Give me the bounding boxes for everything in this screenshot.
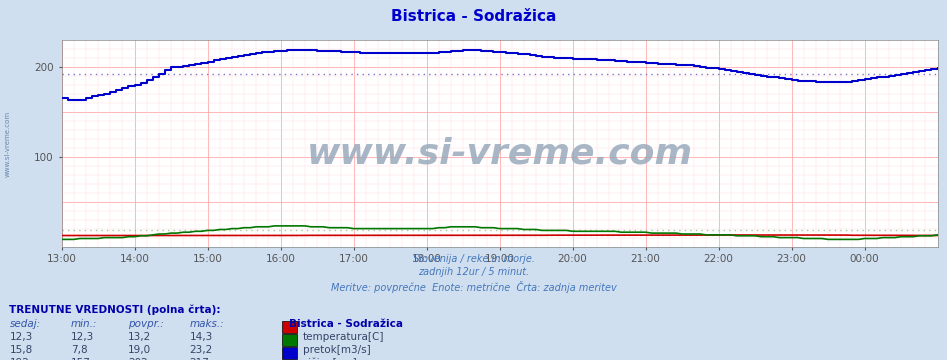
- Text: www.si-vreme.com: www.si-vreme.com: [5, 111, 10, 177]
- Text: višina[cm]: višina[cm]: [303, 358, 358, 360]
- Text: 23,2: 23,2: [189, 345, 213, 355]
- Text: 12,3: 12,3: [9, 332, 33, 342]
- Text: 15,8: 15,8: [9, 345, 33, 355]
- Text: maks.:: maks.:: [189, 319, 224, 329]
- Text: 19,0: 19,0: [128, 345, 151, 355]
- Text: 157: 157: [71, 358, 91, 360]
- Text: Meritve: povprečne  Enote: metrične  Črta: zadnja meritev: Meritve: povprečne Enote: metrične Črta:…: [331, 281, 616, 293]
- Text: 14,3: 14,3: [189, 332, 213, 342]
- Text: 217: 217: [189, 358, 209, 360]
- Text: 202: 202: [128, 358, 148, 360]
- Text: 7,8: 7,8: [71, 345, 88, 355]
- Text: min.:: min.:: [71, 319, 98, 329]
- Text: sedaj:: sedaj:: [9, 319, 41, 329]
- Text: pretok[m3/s]: pretok[m3/s]: [303, 345, 371, 355]
- Text: Bistrica - Sodražica: Bistrica - Sodražica: [289, 319, 402, 329]
- Text: www.si-vreme.com: www.si-vreme.com: [307, 136, 692, 170]
- Text: 12,3: 12,3: [71, 332, 95, 342]
- Text: 13,2: 13,2: [128, 332, 152, 342]
- Text: 192: 192: [9, 358, 29, 360]
- Text: zadnjih 12ur / 5 minut.: zadnjih 12ur / 5 minut.: [418, 267, 529, 278]
- Text: TRENUTNE VREDNOSTI (polna črta):: TRENUTNE VREDNOSTI (polna črta):: [9, 304, 221, 315]
- Text: Slovenija / reke in morje.: Slovenija / reke in morje.: [413, 254, 534, 264]
- Text: povpr.:: povpr.:: [128, 319, 164, 329]
- Text: temperatura[C]: temperatura[C]: [303, 332, 384, 342]
- Text: Bistrica - Sodražica: Bistrica - Sodražica: [391, 9, 556, 24]
